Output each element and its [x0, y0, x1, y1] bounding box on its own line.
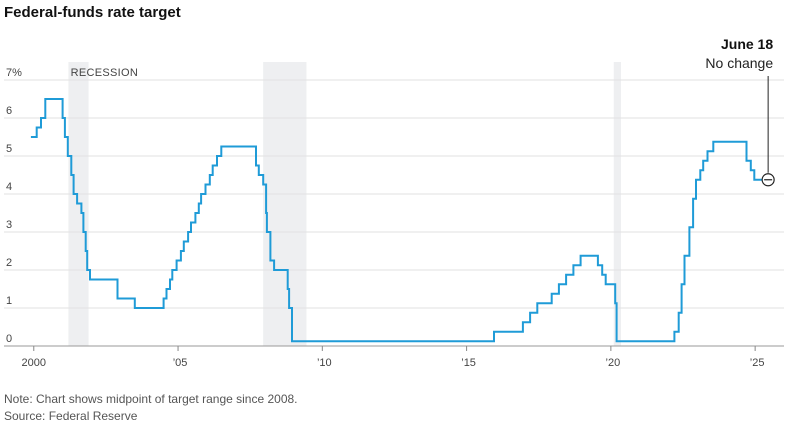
y-tick-label: 6 [6, 105, 12, 117]
y-tick-label: 5 [6, 143, 12, 155]
recession-band [613, 62, 621, 346]
y-tick-label: 0 [6, 333, 12, 345]
y-tick-labels: 0 1 2 3 4 5 6 7% [6, 67, 22, 345]
x-tick-label: ’20 [606, 357, 621, 369]
x-tick-label: ’05 [173, 357, 188, 369]
x-tick-label: 2000 [22, 357, 46, 369]
annotation-date: June 18 [721, 36, 773, 52]
recession-label: RECESSION [71, 67, 139, 79]
recession-band [263, 62, 307, 346]
y-tick-label: 1 [6, 295, 12, 307]
y-tick-label: 3 [6, 219, 12, 231]
chart-title: Federal-funds rate target [4, 4, 181, 21]
series-layer [30, 98, 764, 343]
x-tick-label: ’15 [461, 357, 476, 369]
series-line [30, 98, 764, 343]
annotation-text: No change [705, 55, 773, 71]
x-tick-labels: 2000 ’05 ’10 ’15 ’20 ’25 [22, 346, 765, 369]
y-tick-label: 4 [6, 181, 12, 193]
annotation-layer: June 18 No change [705, 36, 775, 187]
chart-notes: Note: Chart shows midpoint of target ran… [4, 391, 298, 425]
grid-layer [4, 79, 784, 347]
recession-layer [68, 62, 621, 346]
x-tick-label: ’10 [317, 357, 332, 369]
note-text: Note: Chart shows midpoint of target ran… [4, 392, 298, 406]
source-text: Source: Federal Reserve [4, 409, 138, 423]
y-tick-label: 7% [6, 67, 22, 79]
x-tick-label: ’25 [750, 357, 765, 369]
y-tick-label: 2 [6, 257, 12, 269]
